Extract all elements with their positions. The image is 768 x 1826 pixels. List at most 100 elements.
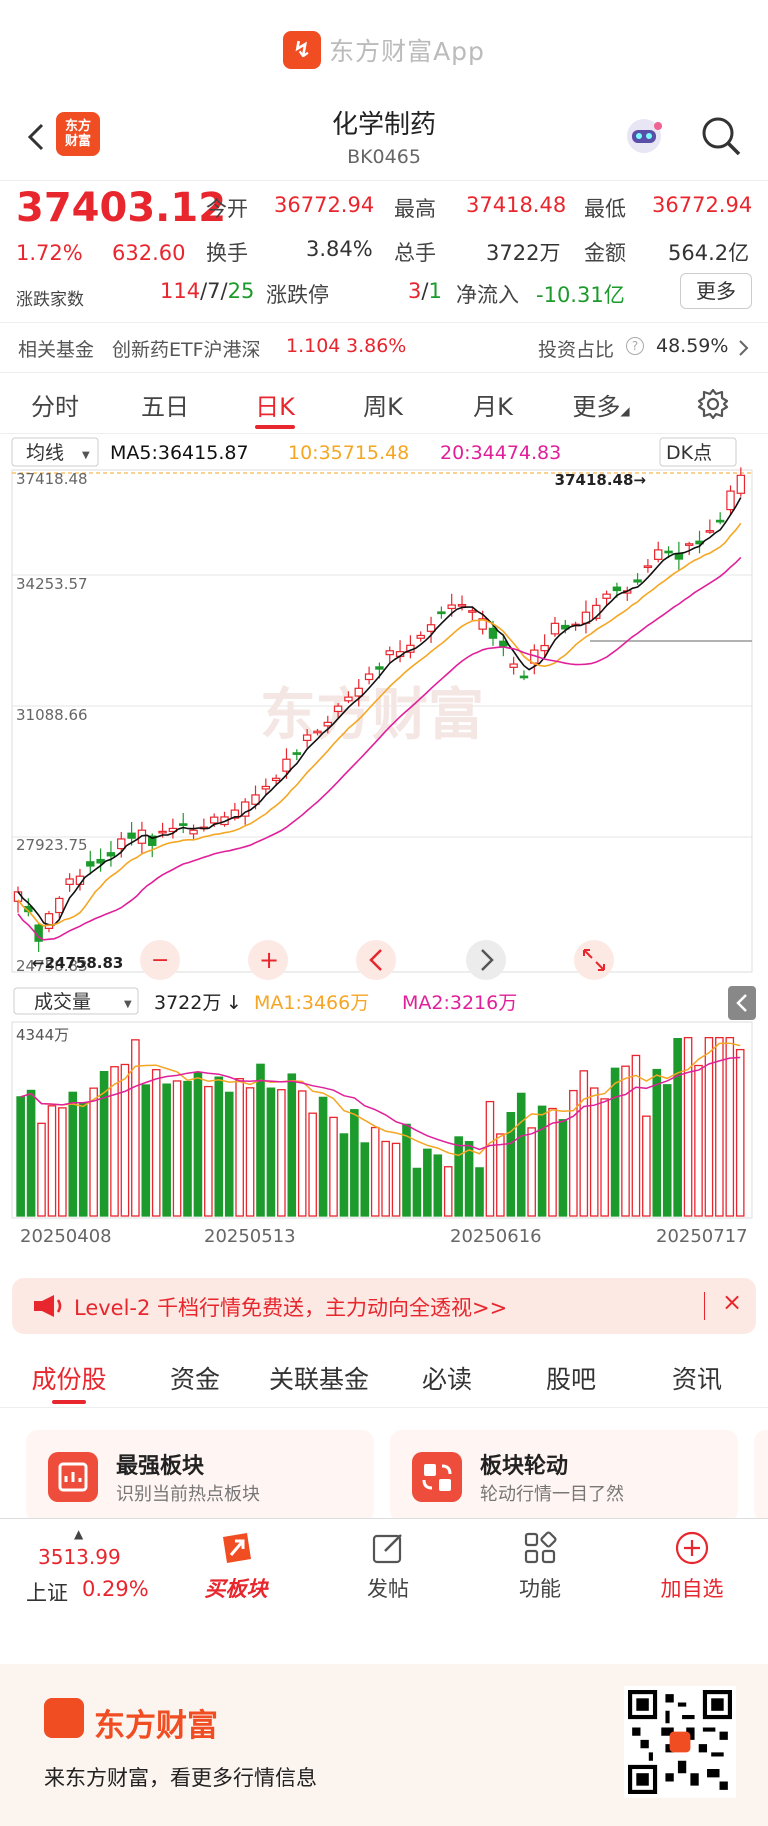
candle-body bbox=[209, 816, 219, 824]
volume-bar bbox=[485, 1100, 495, 1217]
volume-tick: 4344万 bbox=[16, 1026, 69, 1044]
volume-bar bbox=[412, 1167, 422, 1217]
sector-rotation-card[interactable]: 板块轮动 轮动行情一目了然 bbox=[390, 1430, 738, 1522]
volume-bar bbox=[600, 1098, 609, 1217]
volume-bar bbox=[475, 1167, 484, 1217]
back-arrow-icon[interactable] bbox=[22, 122, 52, 152]
volume-bar bbox=[381, 1140, 390, 1217]
volume-bar bbox=[579, 1070, 589, 1217]
volume-bar bbox=[68, 1091, 78, 1217]
volume-bar bbox=[527, 1127, 536, 1217]
sector-chart-icon bbox=[48, 1452, 98, 1502]
volume-bar bbox=[183, 1080, 192, 1217]
volume-bar bbox=[329, 1116, 338, 1217]
footer-promo[interactable]: 东方财富 来东方财富，看更多行情信息 bbox=[0, 1664, 768, 1826]
kline-chart[interactable]: 均线 ▼ MA5:36415.87 10:35715.48 20:34474.8… bbox=[0, 434, 768, 1270]
volume-bar bbox=[443, 1166, 453, 1217]
candle-body bbox=[271, 777, 281, 782]
volume-bar bbox=[308, 1112, 317, 1217]
related-fund-row[interactable]: 相关基金 创新药ETF沪港深 1.104 3.86% 投资占比 ? 48.59% bbox=[0, 322, 768, 370]
tab-news[interactable]: 资讯 bbox=[671, 1365, 722, 1394]
inflow-value: -10.31亿 bbox=[536, 283, 625, 307]
volume-bar bbox=[110, 1066, 119, 1217]
close-icon[interactable]: × bbox=[722, 1288, 743, 1316]
strongest-sector-card[interactable]: 最强板块 识别当前热点板块 bbox=[26, 1430, 374, 1522]
tab-must-read[interactable]: 必读 bbox=[421, 1365, 472, 1394]
candle-body bbox=[519, 675, 529, 679]
volume-bar bbox=[141, 1084, 151, 1217]
footer-logo-icon bbox=[44, 1698, 84, 1738]
minus-icon: − bbox=[151, 948, 169, 973]
candle-body bbox=[385, 650, 394, 656]
card-subtitle: 识别当前热点板块 bbox=[116, 1484, 260, 1505]
level2-promo-banner[interactable]: Level-2 千档行情免费送，主力动向全透视>> × bbox=[12, 1278, 756, 1334]
expand-icon bbox=[583, 949, 605, 971]
volume-bar bbox=[558, 1119, 568, 1217]
tab-underline bbox=[255, 425, 295, 429]
tab-intraday[interactable]: 分时 bbox=[31, 393, 79, 421]
robot-assistant-icon[interactable] bbox=[620, 112, 668, 160]
tab-forum[interactable]: 股吧 bbox=[545, 1365, 596, 1394]
volume-bar bbox=[548, 1107, 557, 1217]
min-price-label: ←24758.83 bbox=[32, 954, 123, 972]
ratio-label: 投资占比 bbox=[538, 339, 615, 361]
tab-weekly-k[interactable]: 周K bbox=[363, 393, 403, 421]
volume-bar bbox=[433, 1154, 443, 1217]
low-value: 36772.94 bbox=[652, 193, 753, 217]
volume-bar bbox=[464, 1141, 474, 1217]
tab-five-day[interactable]: 五日 bbox=[141, 393, 189, 421]
scroll-left-button[interactable] bbox=[356, 940, 396, 980]
change-value: 632.60 bbox=[112, 241, 186, 265]
volume-bar bbox=[496, 1133, 505, 1217]
ma-lines bbox=[17, 497, 742, 941]
search-icon[interactable] bbox=[700, 115, 742, 157]
amount-label: 金额 bbox=[584, 241, 626, 265]
volume-bar bbox=[735, 1048, 745, 1217]
volume-value: 3722万 bbox=[486, 241, 561, 265]
gear-icon[interactable] bbox=[696, 387, 730, 421]
candle-body bbox=[106, 852, 116, 857]
volume-bar bbox=[78, 1102, 88, 1217]
volume-bar bbox=[99, 1071, 109, 1217]
tab-capital[interactable]: 资金 bbox=[169, 1365, 220, 1394]
candle-body bbox=[550, 622, 560, 635]
date-axis: 20250408 20250513 20250616 20250717 bbox=[20, 1226, 748, 1247]
volume-bar bbox=[214, 1076, 224, 1217]
zoom-in-button[interactable] bbox=[248, 940, 288, 980]
candle-body bbox=[148, 835, 157, 846]
more-button[interactable]: 更多 bbox=[680, 273, 752, 309]
tab-related-funds[interactable]: 关联基金 bbox=[268, 1365, 369, 1394]
updown-label: 涨跌家数 bbox=[16, 290, 84, 310]
function-button[interactable]: 功能 bbox=[480, 1529, 600, 1603]
volume-bar bbox=[162, 1083, 171, 1217]
candle-body bbox=[592, 604, 601, 619]
volume-bar bbox=[683, 1036, 693, 1217]
candle-body bbox=[426, 624, 436, 632]
megaphone-icon bbox=[34, 1295, 62, 1317]
candle-body bbox=[333, 705, 343, 713]
volume-bar bbox=[350, 1109, 359, 1217]
volume-selector[interactable] bbox=[13, 987, 139, 1015]
add-watchlist-button[interactable]: 加自选 bbox=[632, 1529, 752, 1603]
tab-constituents[interactable]: 成份股 bbox=[31, 1365, 107, 1394]
volume-value: 3722万 bbox=[154, 992, 221, 1014]
post-button[interactable]: 发帖 bbox=[328, 1529, 448, 1603]
volume-bar bbox=[172, 1080, 182, 1217]
low-label: 最低 bbox=[584, 197, 626, 221]
candle-body bbox=[664, 550, 673, 554]
tab-daily-k[interactable]: 日K bbox=[255, 393, 295, 421]
fullscreen-button[interactable] bbox=[574, 940, 614, 980]
tab-monthly-k[interactable]: 月K bbox=[473, 393, 513, 421]
buy-sector-button[interactable]: 买板块 bbox=[176, 1529, 296, 1603]
tab-more[interactable]: 更多◢ bbox=[572, 393, 630, 421]
ma-selector[interactable] bbox=[11, 437, 99, 467]
collapse-tab-button[interactable] bbox=[728, 986, 756, 1020]
scroll-right-button[interactable] bbox=[466, 940, 506, 980]
amount-value: 564.2亿 bbox=[668, 241, 750, 265]
volume-bar bbox=[569, 1089, 578, 1217]
app-download-bar[interactable]: ↯ 东方财富App bbox=[0, 0, 768, 100]
volume-bar bbox=[235, 1078, 244, 1217]
help-icon[interactable]: ? bbox=[626, 337, 644, 355]
dk-button[interactable] bbox=[659, 437, 737, 467]
zoom-out-button[interactable] bbox=[140, 940, 180, 980]
